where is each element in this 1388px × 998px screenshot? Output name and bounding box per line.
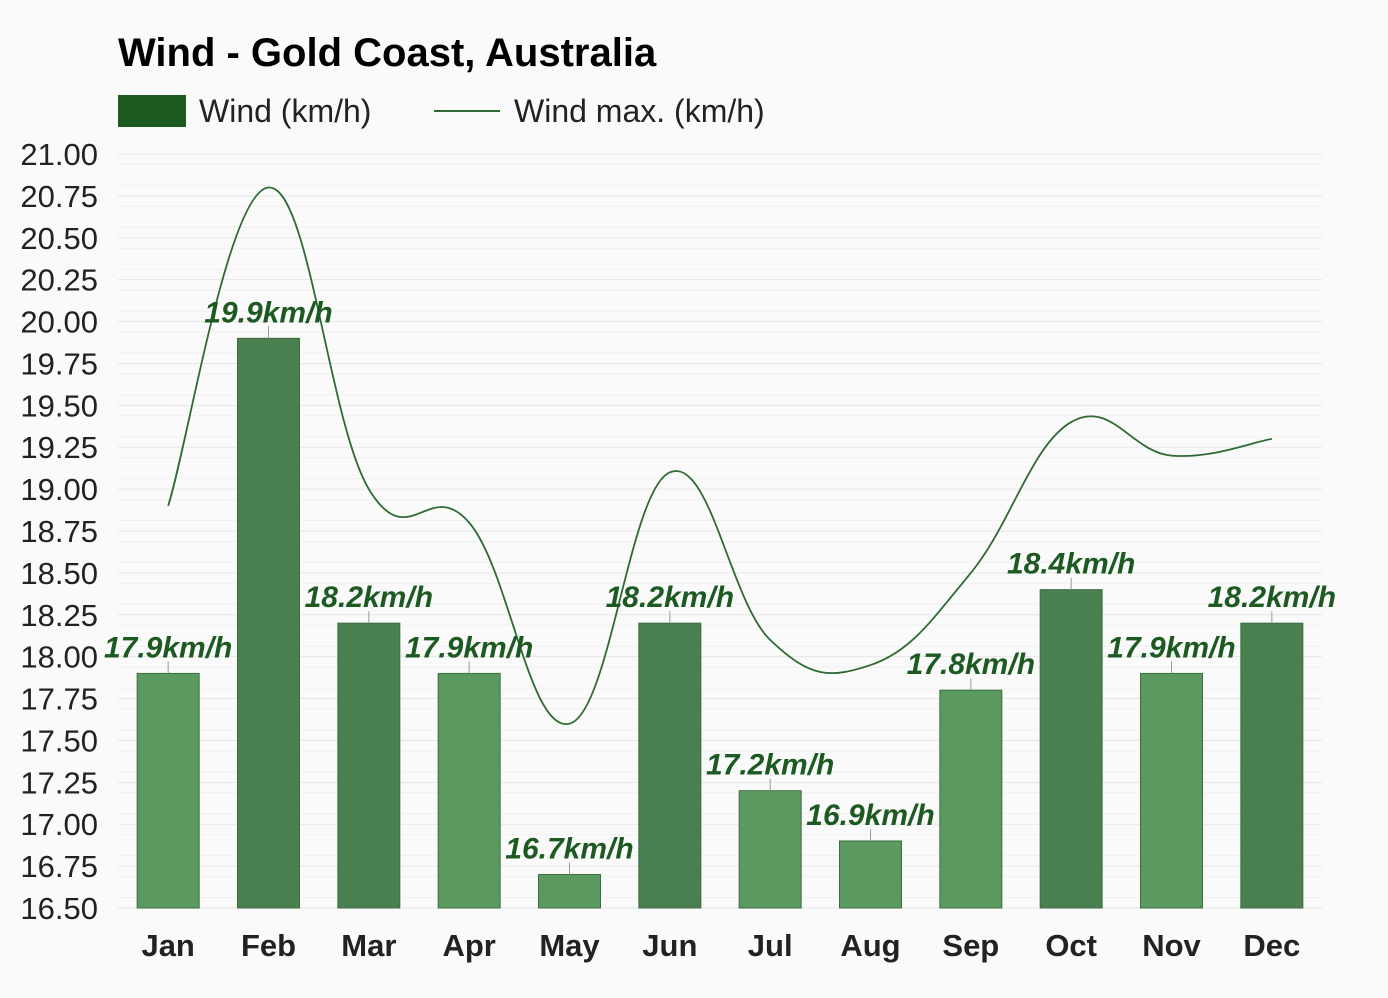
y-tick-label: 20.00 [20,305,98,340]
bar-sep [939,689,1003,909]
wind-max-line [167,186,1272,725]
y-tick-label: 18.50 [20,556,98,591]
bar-nov [1140,672,1203,909]
y-tick-label: 21.00 [20,137,98,172]
data-label-nov: 17.9km/h [1107,631,1235,664]
y-tick-label: 19.25 [20,430,98,465]
y-tick-label: 17.00 [20,807,98,842]
x-tick-nov: Nov [1142,928,1201,963]
x-tick-sep: Sep [942,928,999,963]
x-tick-feb: Feb [241,928,296,963]
chart-title: Wind - Gold Coast, Australia [118,31,657,75]
data-label-apr: 17.9km/h [405,631,533,664]
data-label-jun: 18.2km/h [606,581,734,614]
bar-apr [437,672,501,909]
x-tick-oct: Oct [1045,928,1097,963]
bar-aug [839,840,902,909]
bar-feb [237,337,300,909]
bar-jan [136,672,200,909]
y-tick-label: 20.50 [20,221,98,256]
data-label-feb: 19.9km/h [204,296,332,329]
y-tick-label: 19.00 [20,472,98,507]
y-tick-label: 16.75 [20,849,98,884]
data-label-oct: 18.4km/h [1007,548,1135,581]
y-tick-label: 20.75 [20,179,98,214]
bar-jun [638,622,702,909]
bar-dec [1240,622,1304,909]
y-tick-label: 18.00 [20,640,98,675]
bar-may [538,873,601,909]
data-label-may: 16.7km/h [505,832,633,865]
grid-lines [118,153,1322,909]
bar-oct [1039,589,1103,909]
x-tick-aug: Aug [840,928,900,963]
x-tick-jul: Jul [748,928,793,963]
x-tick-apr: Apr [442,928,495,963]
bar-mar [337,622,401,909]
y-tick-label: 17.25 [20,765,98,800]
y-tick-label: 17.50 [20,723,98,758]
y-tick-label: 19.50 [20,388,98,423]
y-tick-label: 18.25 [20,598,98,633]
data-label-jan: 17.9km/h [104,631,232,664]
data-label-dec: 18.2km/h [1208,581,1336,614]
x-tick-may: May [539,928,600,963]
y-tick-label: 17.75 [20,682,98,717]
x-tick-mar: Mar [341,928,396,963]
y-tick-label: 20.25 [20,263,98,298]
x-tick-jun: Jun [642,928,697,963]
legend: Wind (km/h) Wind max. (km/h) [118,93,765,129]
y-tick-label: 18.75 [20,514,98,549]
data-label-aug: 16.9km/h [806,799,934,832]
x-axis-ticks: Jan Feb Mar Apr May Jun Jul Aug Sep Oct Nov Dec [141,928,1300,963]
bars [136,337,1304,909]
bar-jul [738,790,802,909]
x-tick-dec: Dec [1243,928,1300,963]
data-label-jul: 17.2km/h [706,749,834,782]
x-tick-jan: Jan [141,928,194,963]
y-tick-label: 19.75 [20,346,98,381]
y-tick-label: 16.50 [20,891,98,926]
wind-max-line-layer [167,186,1272,725]
legend-swatch-wind [118,95,186,127]
legend-label-wind: Wind (km/h) [199,93,371,129]
data-labels: 17.9km/h 19.9km/h 18.2km/h 17.9km/h 16.7km/h… [104,296,1336,875]
data-label-mar: 18.2km/h [305,581,433,614]
y-axis-ticks: 21.00 20.75 20.50 20.25 20.00 19.75 19.50 19.25… [20,137,98,926]
data-label-sep: 17.8km/h [907,648,1035,681]
legend-label-wind-max: Wind max. (km/h) [514,93,765,129]
